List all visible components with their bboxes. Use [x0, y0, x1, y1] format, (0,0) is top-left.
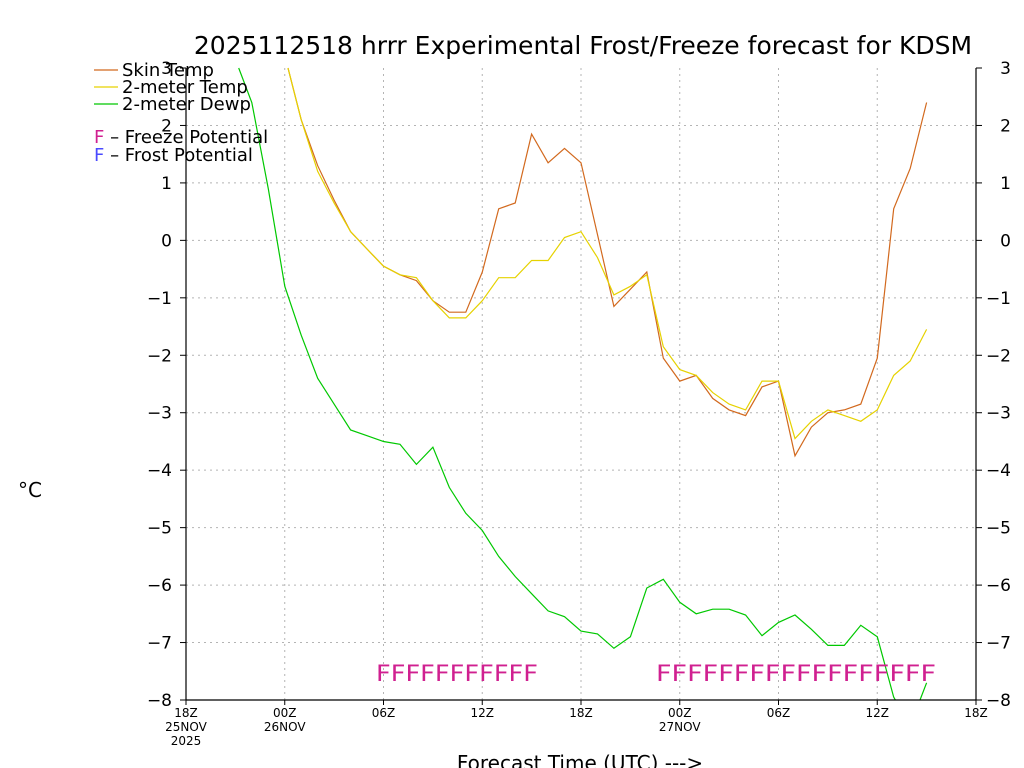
- y-tick-label-left: −1: [147, 289, 172, 309]
- y-tick-label-right: −3: [986, 404, 1011, 424]
- legend-label-2-meter-dewp: 2-meter Dewp: [122, 94, 251, 115]
- y-tick-label-left: 2: [161, 116, 172, 136]
- x-tick-label: 12Z: [866, 706, 890, 720]
- legend-flag-text: – Frost Potential: [104, 145, 253, 166]
- y-tick-label-left: 1: [161, 174, 172, 194]
- legend-freeze-potential: F – Freeze Potential: [94, 127, 268, 148]
- y-tick-label-right: −7: [986, 634, 1011, 654]
- series-line-2-meter-dewp: [238, 67, 896, 701]
- freeze-potential-flags-group-1: FFFFFFFFFFF: [376, 662, 538, 687]
- freeze-potential-flags-group-2: FFFFFFFFFFFFFFFFFF: [656, 662, 936, 687]
- y-tick-label-left: −2: [147, 346, 172, 366]
- y-tick-label-left: −3: [147, 404, 172, 424]
- x-tick-label: 06Z: [767, 706, 791, 720]
- legend-frost-potential: F – Frost Potential: [94, 145, 253, 166]
- x-tick-label: 12Z: [471, 706, 495, 720]
- legend-label-2-meter-temp: 2-meter Temp: [122, 77, 248, 98]
- x-tick-date: 27NOV: [659, 720, 701, 734]
- x-tick-year: 2025: [171, 734, 202, 748]
- x-tick-date: 26NOV: [264, 720, 306, 734]
- y-ticks-left: 3 2 1 0 −1 −2 −3 −4 −5 −6 −7 −8: [147, 59, 186, 711]
- y-tick-label-left: −4: [147, 461, 172, 481]
- y-tick-label-right: −1: [986, 289, 1011, 309]
- y-axis-unit-label: °C: [18, 478, 42, 502]
- x-tick-label: 18Z: [569, 706, 593, 720]
- y-ticks-right: 3 2 1 0 −1 −2 −3 −4 −5 −6 −7 −8: [976, 59, 1011, 711]
- x-tick-label: 06Z: [372, 706, 396, 720]
- chart-title: 2025112518 hrrr Experimental Frost/Freez…: [194, 31, 972, 60]
- y-tick-label-right: 3: [1000, 59, 1011, 79]
- x-tick-label: 00Z: [273, 706, 297, 720]
- x-tick-label: 18Z: [964, 706, 988, 720]
- series-line-2-meter-dewp-tail: [919, 682, 928, 701]
- y-tick-label-left: 0: [161, 231, 172, 251]
- y-tick-label-right: −8: [986, 691, 1011, 711]
- legend-flag-letter: F: [94, 127, 104, 148]
- x-tick-date: 25NOV: [165, 720, 207, 734]
- y-tick-label-left: −8: [147, 691, 172, 711]
- y-tick-label-left: 3: [161, 59, 172, 79]
- x-axis-label: Forecast Time (UTC) --->: [457, 751, 703, 768]
- y-tick-label-right: 1: [1000, 174, 1011, 194]
- y-tick-label-left: −6: [147, 576, 172, 596]
- x-tick-label: 18Z: [174, 706, 198, 720]
- y-tick-label-left: −7: [147, 634, 172, 654]
- y-tick-label-right: −5: [986, 519, 1011, 539]
- y-tick-label-right: 2: [1000, 116, 1011, 136]
- y-tick-label-right: −4: [986, 461, 1011, 481]
- legend-flag-text: – Freeze Potential: [104, 127, 268, 148]
- series-line-2-meter-temp: [287, 67, 928, 440]
- series-lines: [238, 67, 928, 701]
- legend-label-skin-temp: Skin Temp: [122, 60, 214, 81]
- y-tick-label-right: −2: [986, 346, 1011, 366]
- y-tick-label-right: 0: [1000, 231, 1011, 251]
- y-tick-label-left: −5: [147, 519, 172, 539]
- x-tick-label: 00Z: [668, 706, 692, 720]
- legend-flag-letter: F: [94, 145, 104, 166]
- y-tick-label-right: −6: [986, 576, 1011, 596]
